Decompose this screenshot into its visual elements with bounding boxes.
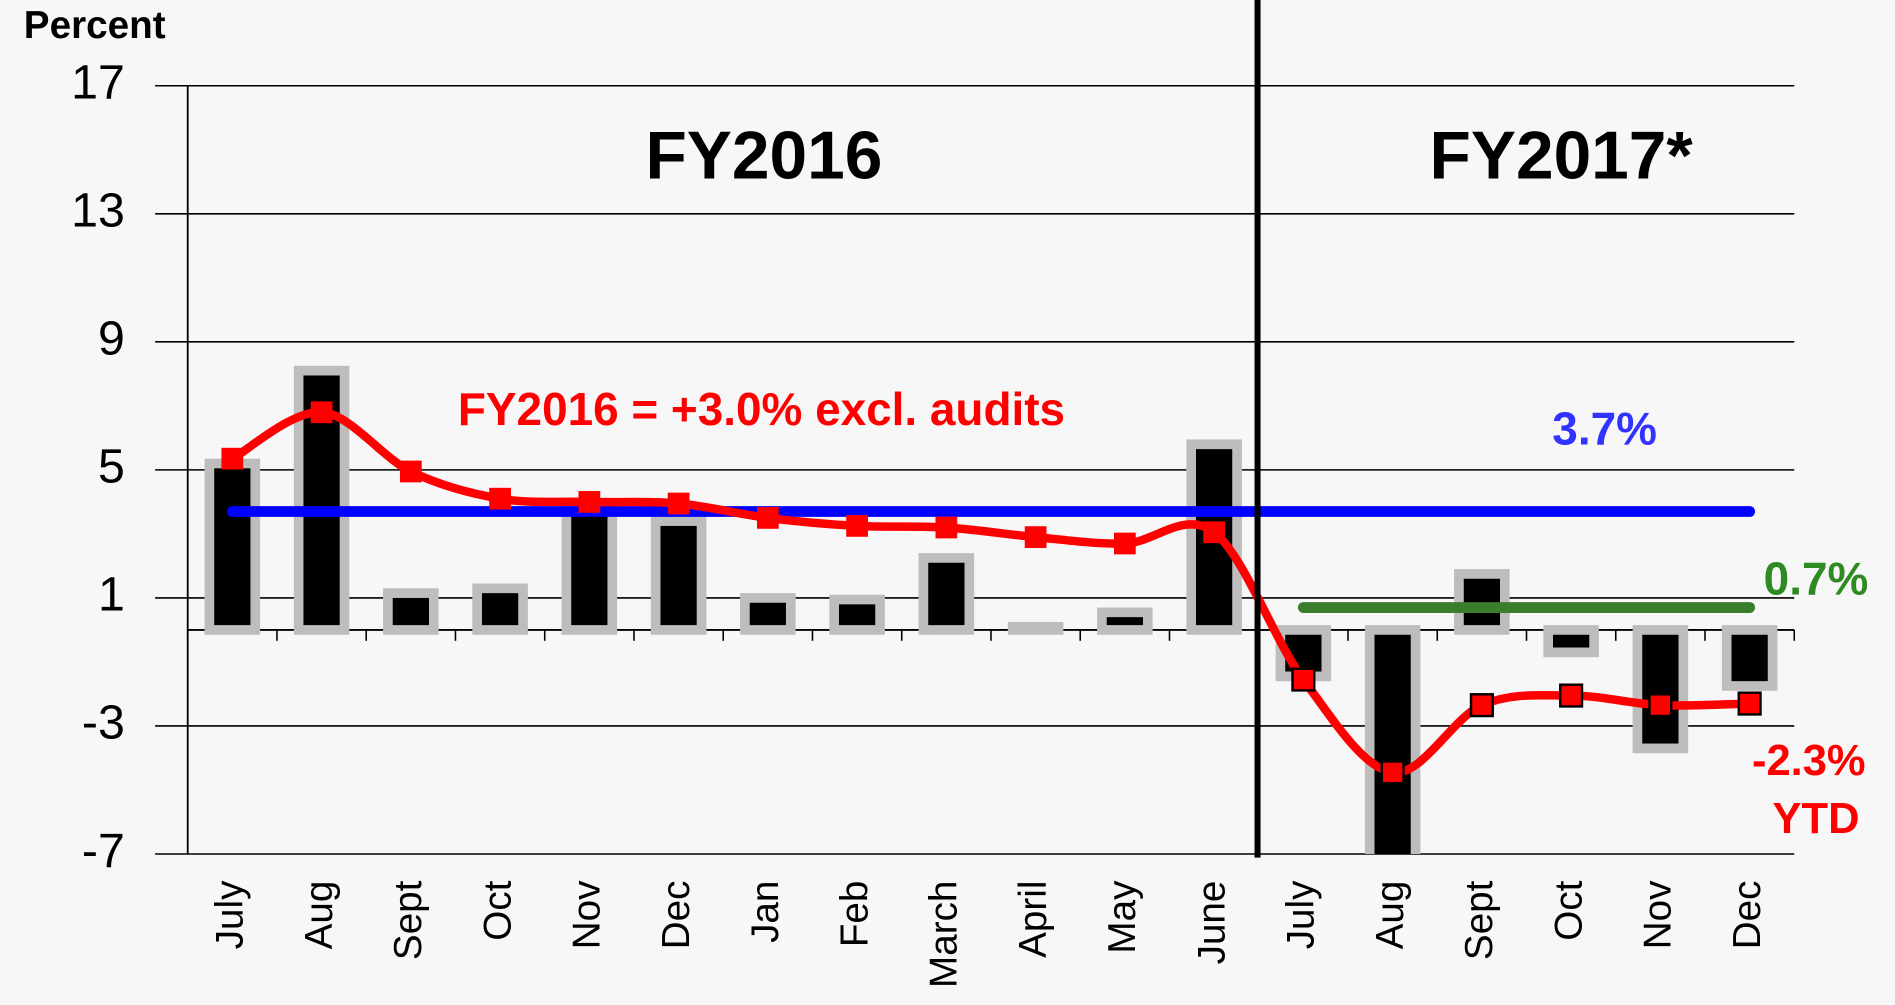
y-tick-label: 5: [98, 440, 125, 494]
x-tick-label: Dec: [1726, 881, 1769, 950]
bar: [1007, 621, 1064, 635]
bar: [204, 458, 261, 635]
marker: [667, 492, 690, 515]
marker: [1469, 693, 1494, 718]
bar: [918, 553, 975, 635]
y-tick-label: 9: [98, 312, 125, 366]
annotation: -2.3%: [1752, 737, 1866, 785]
x-tick-label: Aug: [1369, 881, 1412, 950]
annotation: YTD: [1773, 795, 1860, 843]
x-tick-label: Oct: [476, 880, 519, 940]
marker: [935, 516, 958, 539]
bar: [829, 594, 885, 635]
bar: [1186, 439, 1242, 635]
annotation: FY2017*: [1430, 119, 1694, 194]
bar: [1632, 625, 1689, 754]
bar: [1721, 625, 1778, 691]
marker: [1380, 760, 1405, 785]
bar: [472, 583, 528, 635]
x-tick-label: Feb: [833, 881, 876, 948]
x-tick-label: Oct: [1547, 880, 1590, 940]
marker: [1559, 683, 1584, 708]
annotation: 3.7%: [1552, 403, 1657, 455]
bar: [1364, 625, 1421, 855]
bar: [1543, 625, 1599, 658]
bar: [561, 503, 618, 635]
x-tick-label: Dec: [655, 881, 698, 950]
x-tick-label: Nov: [566, 880, 609, 949]
bar: [383, 588, 439, 635]
annotation: FY2016 = +3.0% excl. audits: [458, 383, 1065, 435]
y-tick-label: 17: [71, 56, 125, 110]
marker: [399, 460, 422, 483]
x-tick-label: Sept: [1458, 880, 1501, 960]
y-axis-label: Percent: [24, 4, 166, 47]
x-tick-label: Nov: [1637, 880, 1680, 949]
plot: [204, 365, 1778, 855]
x-tick-label: Sept: [387, 880, 430, 960]
x-tick-label: June: [1190, 881, 1233, 965]
marker: [578, 491, 601, 513]
x-tick-label: May: [1101, 880, 1144, 954]
x-tick-label: March: [923, 881, 966, 988]
bar: [650, 516, 707, 635]
marker: [1291, 667, 1316, 692]
x-tick-label: Aug: [298, 881, 341, 950]
marker: [1113, 532, 1136, 555]
y-tick-label: -7: [82, 824, 125, 878]
x-tick-label: July: [209, 880, 252, 949]
y-tick-label: 1: [98, 568, 125, 622]
marker: [1648, 693, 1673, 718]
y-tick-label: -3: [82, 696, 125, 750]
bar: [740, 593, 796, 635]
y-tick-label: 13: [71, 184, 125, 238]
marker: [310, 401, 333, 424]
bar: [1454, 569, 1510, 635]
annotation: FY2016: [645, 119, 882, 194]
x-tick-label: July: [1280, 880, 1323, 949]
marker: [1024, 526, 1047, 548]
marker: [846, 515, 868, 537]
marker: [1737, 691, 1762, 716]
marker: [1203, 521, 1225, 544]
bar: [1097, 607, 1153, 635]
marker: [489, 487, 511, 510]
marker: [221, 447, 244, 470]
marker: [756, 507, 779, 529]
x-tick-label: Jan: [744, 881, 787, 943]
x-tick-label: April: [1012, 881, 1055, 958]
annotation: 0.7%: [1764, 552, 1869, 604]
